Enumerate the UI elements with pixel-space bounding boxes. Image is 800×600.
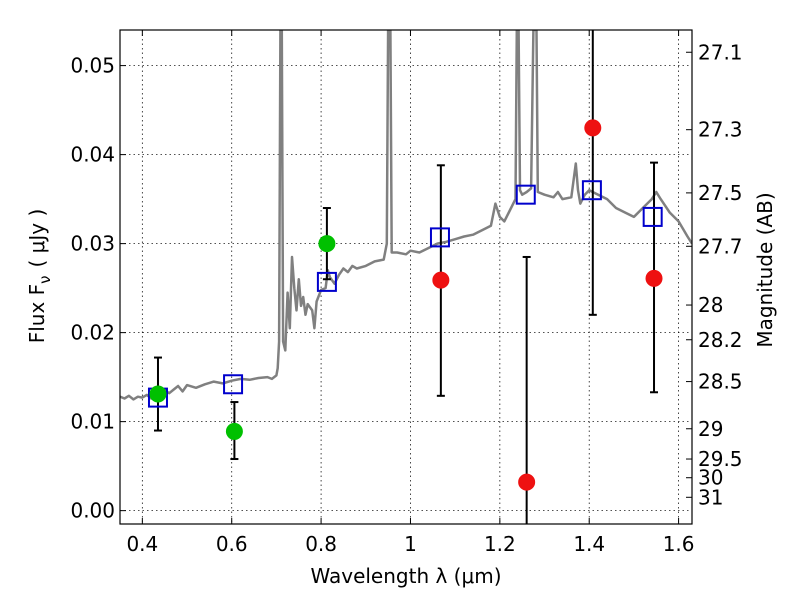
right-tick-label: 27.3 [698, 118, 743, 142]
data-markers [147, 119, 663, 491]
photometry-point [149, 385, 167, 403]
grid-lines [120, 30, 692, 524]
photometry-point [584, 119, 602, 137]
photometry-point [645, 269, 663, 287]
photometry-point [225, 422, 243, 440]
right-tick-label: 31 [698, 485, 723, 509]
right-tick-label: 28.5 [698, 370, 743, 394]
y-axis-label-text: Flux F [25, 284, 49, 343]
x-axis-label: Wavelength λ (μm) [310, 564, 501, 588]
model-square-point [581, 180, 602, 201]
y-axis-label-units: ( μJy ) [25, 209, 49, 268]
right-tick-label: 27.1 [698, 40, 743, 64]
y-tick-label: 0.04 [70, 143, 115, 167]
y-axis-label-left: Flux Fν ( μJy ) [25, 209, 54, 344]
error-bars [153, 30, 659, 524]
right-tick-label: 28 [698, 293, 723, 317]
right-tick-label: 28.2 [698, 328, 743, 352]
model-square-point [223, 374, 244, 395]
x-tick-label: 0.4 [126, 532, 158, 556]
model-square-point [316, 271, 337, 292]
right-tick-label: 29 [698, 417, 723, 441]
model-square-point [429, 227, 450, 248]
spectrum-line [120, 30, 692, 401]
right-tick-label: 27.7 [698, 234, 743, 258]
axis-ticks: 0.4 0.6 0.8 1 1.2 1.4 1.6 0.00 0.01 0.02 0.03 0.04 0… [70, 30, 743, 556]
photometry-point [518, 473, 536, 491]
x-tick-label: 0.8 [305, 532, 337, 556]
x-tick-label: 1.4 [573, 532, 605, 556]
y-tick-label: 0.00 [70, 499, 115, 523]
model-square-point [515, 184, 536, 205]
y-tick-label: 0.02 [70, 321, 115, 345]
x-tick-label: 1.2 [484, 532, 516, 556]
y-tick-label: 0.01 [70, 410, 115, 434]
x-tick-label: 1.6 [663, 532, 695, 556]
y-tick-label: 0.05 [70, 54, 115, 78]
y-tick-label: 0.03 [70, 232, 115, 256]
spectrum [120, 30, 692, 401]
y-axis-label-right: Magnitude (AB) [753, 192, 777, 347]
photometry-point [432, 271, 450, 289]
x-tick-label: 0.6 [216, 532, 248, 556]
right-tick-label: 27.5 [698, 181, 743, 205]
plot-frame [119, 29, 693, 525]
photometry-point [318, 235, 336, 253]
model-square-point [642, 206, 663, 227]
y-axis-label-subscript: ν [36, 275, 54, 283]
right-tick-label: 30 [698, 466, 723, 490]
x-tick-label: 1 [404, 532, 417, 556]
right-tick-label: 29.5 [698, 447, 743, 471]
